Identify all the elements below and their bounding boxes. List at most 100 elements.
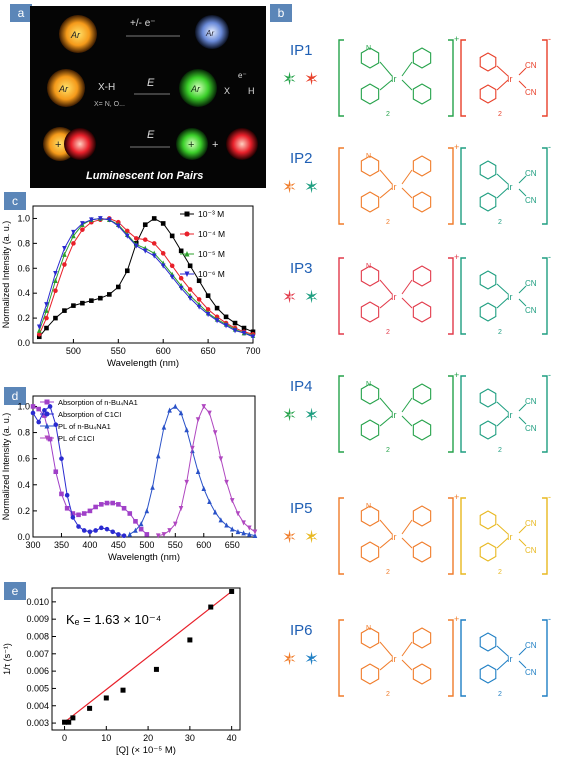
x-tick-label: 650 (225, 540, 240, 550)
star-charge-icon: ✶ - (304, 177, 320, 197)
bracket (338, 497, 344, 575)
star-charge-icon: ✶ + (282, 405, 298, 425)
legend-entry: 10⁻⁴ M (198, 229, 225, 239)
data-point (151, 253, 157, 259)
plus-sign: + (55, 139, 61, 151)
data-point (212, 509, 218, 515)
x-tick-label: 550 (168, 540, 183, 550)
bracket (542, 257, 548, 335)
data-point (70, 511, 76, 516)
data-point (205, 312, 211, 318)
ring (479, 542, 497, 562)
cn-label: CN (525, 306, 537, 315)
bracket (448, 147, 454, 225)
red-glow (64, 128, 96, 160)
y-tick-label: 0.8 (17, 428, 30, 438)
ir-atom-label: Ir (391, 74, 397, 84)
data-point (89, 298, 94, 303)
x-tick-label: 350 (54, 540, 69, 550)
n-atom-label: N (366, 503, 371, 510)
kq-annotation: Kₑ = 1.63 × 10⁻⁴ (66, 612, 161, 627)
x-axis-label: Wavelength (nm) (107, 358, 179, 369)
data-point (190, 445, 195, 452)
legend-entry: 10⁻⁵ M (198, 249, 225, 259)
bond (379, 659, 393, 671)
x-tick-label: 10 (101, 733, 111, 743)
y-tick-label: 1.0 (17, 401, 30, 411)
electron-label: e⁻ (238, 71, 247, 80)
green-ar-glow (179, 69, 217, 107)
bond (496, 65, 509, 77)
data-point (87, 508, 93, 514)
bond (401, 519, 413, 535)
ring (479, 192, 497, 212)
legend-marker (184, 211, 190, 217)
data-point (99, 502, 104, 507)
x-tick-label: 500 (66, 346, 81, 356)
data-point (133, 527, 138, 533)
y-tick-label: 0.2 (17, 313, 30, 323)
fit-line (64, 590, 233, 723)
data-point (53, 288, 58, 293)
data-point (155, 533, 161, 539)
ring (360, 155, 380, 177)
bond (518, 175, 527, 184)
bond (518, 298, 527, 307)
ring (479, 420, 497, 440)
data-point (224, 479, 229, 485)
data-point (153, 666, 159, 672)
xh-label: X-H (98, 82, 115, 93)
data-point (36, 419, 41, 425)
subscript-label: 2 (386, 447, 390, 454)
data-point (47, 404, 53, 409)
data-point (155, 453, 161, 459)
bracket (460, 39, 466, 117)
x-tick-label: 400 (82, 540, 97, 550)
data-point (201, 485, 207, 491)
ring (360, 383, 380, 405)
plus-sign: + (212, 139, 218, 151)
data-point (104, 500, 110, 506)
plot-frame (51, 587, 241, 731)
bond (401, 187, 413, 199)
n-atom-label: N (366, 153, 371, 160)
star-charge-icon: ✶ - (304, 649, 320, 669)
data-point (59, 491, 64, 497)
charge-label: - (548, 142, 551, 152)
data-point (87, 705, 93, 711)
star-charge-icon: ✶ - (304, 69, 320, 89)
data-point (62, 308, 67, 313)
data-point (151, 241, 157, 246)
ring (360, 265, 380, 287)
charge-label: + (454, 34, 459, 44)
data-point (144, 508, 150, 514)
data-point (59, 456, 64, 461)
data-point (47, 436, 53, 442)
data-point (167, 528, 172, 534)
ir-atom-label: Ir (391, 292, 397, 302)
data-point (150, 484, 155, 490)
legend-entry: 10⁻⁶ M (198, 269, 225, 279)
star-charge-icon: ✶ - (304, 527, 320, 547)
cn-label: CN (525, 424, 537, 433)
ring (412, 265, 432, 287)
data-point (36, 324, 42, 330)
data-point (71, 229, 76, 235)
y-tick-label: 0.009 (26, 614, 49, 624)
bracket (542, 39, 548, 117)
electron-transfer-label: +/- e⁻ (130, 18, 156, 29)
ion-pair-structures: IP1 ✶ + ✶ - Ir N 2 + Ir CN CN 2 - IP2 ✶ + ✶ - Ir N 2 + Ir CN CN 2 -… (276, 22, 562, 760)
data-point (218, 456, 224, 462)
bond (496, 537, 509, 549)
data-point (142, 222, 148, 227)
y-tick-label: 0.004 (26, 701, 49, 711)
panel-a-scheme: Ar +/- e⁻ Ar Ar X-H X= N, O... E Ar X e⁻… (30, 6, 266, 188)
data-point (70, 715, 76, 721)
y-tick-label: 0.003 (26, 718, 49, 728)
data-point (184, 427, 189, 433)
data-point (178, 248, 184, 254)
bracket (460, 257, 466, 335)
ir-atom-label: Ir (507, 74, 513, 84)
data-point (30, 410, 36, 416)
ring (360, 419, 380, 441)
